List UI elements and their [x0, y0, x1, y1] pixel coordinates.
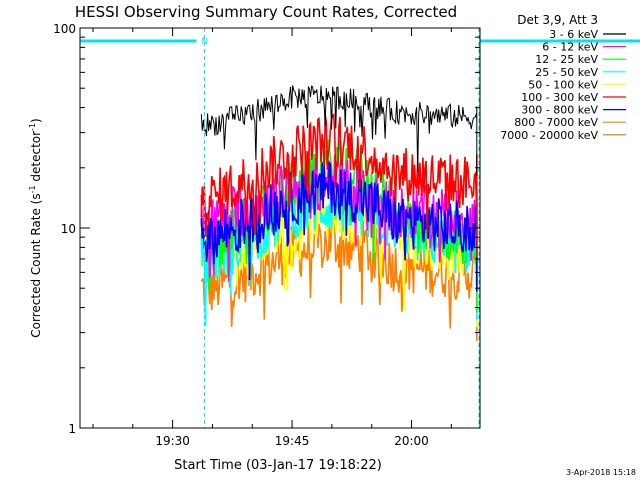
y-label-sup1: -1 — [28, 185, 37, 193]
x-axis-label: Start Time (03-Jan-17 19:18:22) — [174, 458, 382, 473]
x-tick-label-1: 19:45 — [275, 434, 310, 448]
y-label-sup2: -1 — [28, 123, 37, 131]
series-line-5 — [200, 112, 478, 258]
chart-title: HESSI Observing Summary Count Rates, Cor… — [75, 3, 457, 21]
legend-label-8: 7000 - 20000 keV — [500, 129, 598, 142]
legend-label-3: 25 - 50 keV — [535, 66, 598, 79]
legend-label-7: 800 - 7000 keV — [514, 116, 598, 129]
x-tick-label-2: 20:00 — [394, 434, 429, 448]
legend-label-6: 300 - 800 keV — [521, 104, 598, 117]
y-tick-label-0: 1 — [68, 422, 76, 436]
axis-layer: 19:30 19:45 20:00 1 10 100 — [53, 22, 480, 448]
eclipse-bar-label-0: N — [202, 37, 209, 47]
legend-label-2: 12 - 25 keV — [535, 53, 598, 66]
y-tick-label-1: 10 — [61, 222, 76, 236]
y-label-end: ) — [29, 118, 43, 123]
date-stamp: 3-Apr-2018 15:18 — [566, 468, 636, 477]
y-tick-label-2: 100 — [53, 22, 76, 36]
y-label-mid: detector — [29, 131, 43, 186]
legend-label-1: 6 - 12 keV — [542, 41, 598, 54]
legend-label-5: 100 - 300 keV — [521, 91, 598, 104]
legend-label-4: 50 - 100 keV — [528, 78, 598, 91]
x-tick-label-0: 19:30 — [155, 434, 190, 448]
y-label-main: Corrected Count Rate (s — [29, 193, 43, 337]
series-line-0 — [200, 85, 478, 176]
y-axis-label: Corrected Count Rate (s-1 detector-1) — [28, 118, 43, 337]
legend-title: Det 3,9, Att 3 — [517, 13, 598, 27]
legend-label-0: 3 - 6 keV — [549, 28, 598, 41]
series-layer — [200, 85, 478, 342]
